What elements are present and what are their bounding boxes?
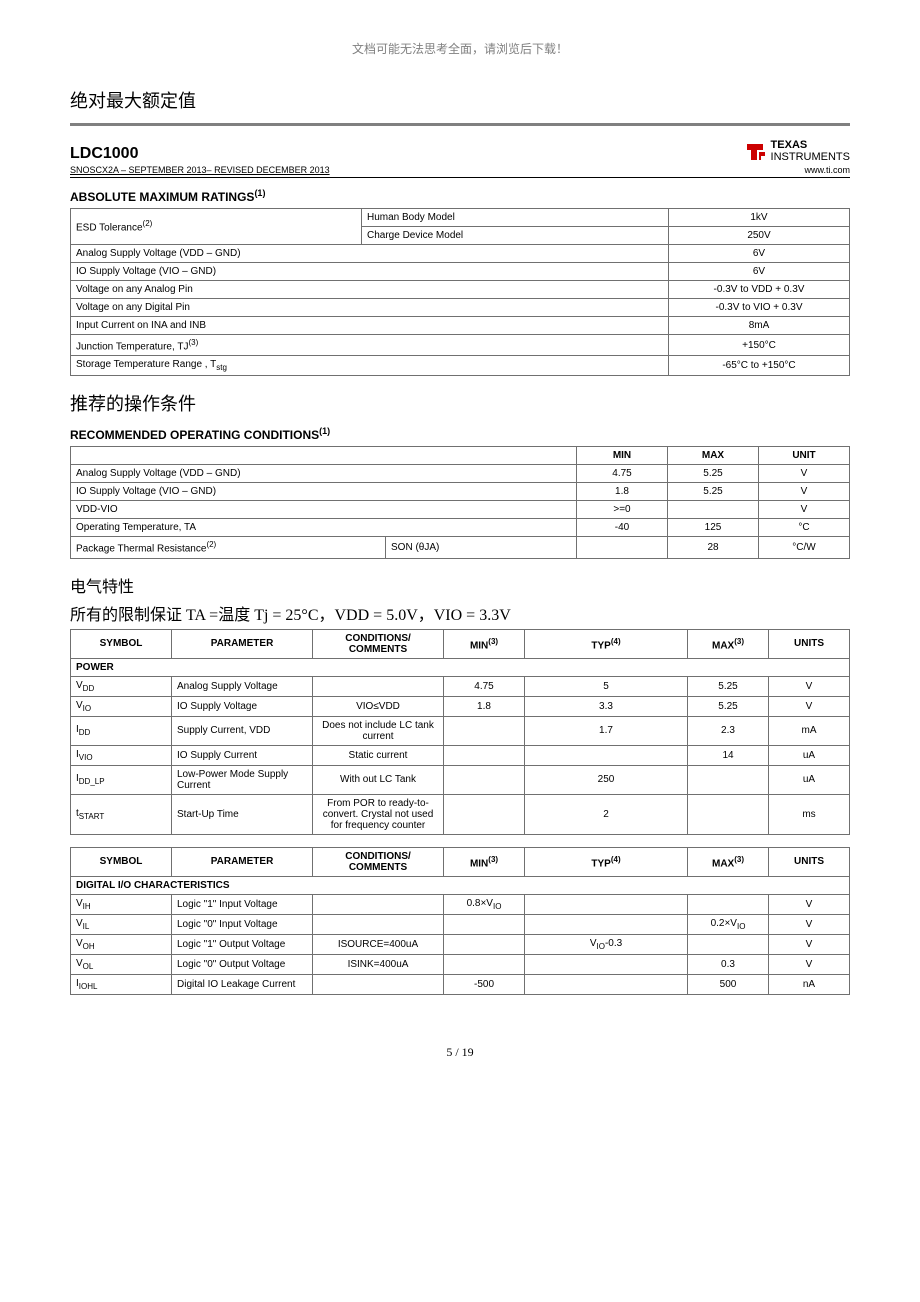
col-min: MIN(3) bbox=[444, 629, 525, 658]
table-row: Operating Temperature, TA-40125°C bbox=[71, 519, 850, 537]
col-cond: CONDITIONS/COMMENTS bbox=[313, 629, 444, 658]
col-param: PARAMETER bbox=[172, 629, 313, 658]
table-row: Junction Temperature, TJ(3)+150°C bbox=[71, 335, 850, 356]
table-row: VIHLogic "1" Input Voltage0.8×VIOV bbox=[71, 894, 850, 914]
table-row: Input Current on INA and INB8mA bbox=[71, 317, 850, 335]
abs-max-sup: (1) bbox=[254, 188, 265, 198]
section-row: POWER bbox=[71, 658, 850, 676]
cell-param: Operating Temperature, TA bbox=[71, 519, 577, 537]
cell-param: Junction Temperature, TJ(3) bbox=[71, 335, 669, 356]
col-max: MAX bbox=[668, 447, 759, 465]
table-row: VIOIO Supply VoltageVIO≤VDD1.83.35.25V bbox=[71, 696, 850, 716]
col-typ: TYP(4) bbox=[525, 847, 688, 876]
cell-value: 6V bbox=[669, 263, 850, 281]
col-units: UNITS bbox=[769, 847, 850, 876]
abs-max-title-text: ABSOLUTE MAXIMUM RATINGS bbox=[70, 190, 254, 204]
cell-param: IO Supply Voltage (VIO – GND) bbox=[71, 483, 577, 501]
roc-sup: (1) bbox=[319, 426, 330, 436]
table-header-row: SYMBOL PARAMETER CONDITIONS/COMMENTS MIN… bbox=[71, 847, 850, 876]
section3-title: 电气特性 bbox=[70, 573, 850, 597]
table-header-row: MIN MAX UNIT bbox=[71, 447, 850, 465]
cell-param: ESD Tolerance(2) bbox=[71, 209, 362, 245]
section1-title: 绝对最大额定值 bbox=[70, 87, 850, 113]
cell-param: Voltage on any Analog Pin bbox=[71, 281, 669, 299]
col-cond: CONDITIONS/COMMENTS bbox=[313, 847, 444, 876]
table-row: IDD_LPLow-Power Mode Supply CurrentWith … bbox=[71, 765, 850, 794]
col-typ: TYP(4) bbox=[525, 629, 688, 658]
section3-sub: 所有的限制保证 TA =温度 Tj = 25°C，VDD = 5.0V，VIO … bbox=[70, 601, 850, 625]
subheader-right: www.ti.com bbox=[804, 165, 850, 175]
cell-param: Package Thermal Resistance(2) bbox=[71, 537, 386, 558]
cell-param: Storage Temperature Range , Tstg bbox=[71, 356, 669, 376]
device-name: LDC1000 bbox=[70, 145, 138, 163]
table-row: Analog Supply Voltage (VDD – GND)4.755.2… bbox=[71, 465, 850, 483]
col-symbol: SYMBOL bbox=[71, 629, 172, 658]
cell-value: -65°C to +150°C bbox=[669, 356, 850, 376]
cell-value: 6V bbox=[669, 245, 850, 263]
cell-value: 250V bbox=[669, 227, 850, 245]
cell-value: -0.3V to VIO + 0.3V bbox=[669, 299, 850, 317]
cell-param: Voltage on any Digital Pin bbox=[71, 299, 669, 317]
table-row: VILLogic "0" Input Voltage0.2×VIOV bbox=[71, 914, 850, 934]
page-footer: 5 / 19 bbox=[70, 1045, 850, 1060]
roc-title-text: RECOMMENDED OPERATING CONDITIONS bbox=[70, 428, 319, 442]
ti-logo-icon bbox=[745, 142, 767, 162]
cell-param: Analog Supply Voltage (VDD – GND) bbox=[71, 245, 669, 263]
roc-table: MIN MAX UNIT Analog Supply Voltage (VDD … bbox=[70, 446, 850, 558]
cell-value: 1kV bbox=[669, 209, 850, 227]
table-row: IO Supply Voltage (VIO – GND)1.85.25V bbox=[71, 483, 850, 501]
table-row: Analog Supply Voltage (VDD – GND)6V bbox=[71, 245, 850, 263]
subheader-left: SNOSCX2A – SEPTEMBER 2013– REVISED DECEM… bbox=[70, 165, 330, 175]
cell-cond: Charge Device Model bbox=[362, 227, 669, 245]
ec-table-2: SYMBOL PARAMETER CONDITIONS/COMMENTS MIN… bbox=[70, 847, 850, 995]
cell-param: IO Supply Voltage (VIO – GND) bbox=[71, 263, 669, 281]
section2-title: 推荐的操作条件 bbox=[70, 390, 850, 416]
col-min: MIN bbox=[577, 447, 668, 465]
cell-value: -0.3V to VDD + 0.3V bbox=[669, 281, 850, 299]
table-row: Voltage on any Analog Pin-0.3V to VDD + … bbox=[71, 281, 850, 299]
table-row: VOLLogic "0" Output VoltageISINK=400uA0.… bbox=[71, 954, 850, 974]
col-max: MAX(3) bbox=[688, 629, 769, 658]
table-row: IVIOIO Supply CurrentStatic current14uA bbox=[71, 745, 850, 765]
cell-param2: SON (θJA) bbox=[386, 537, 577, 558]
cell-value: 8mA bbox=[669, 317, 850, 335]
brand-logo-block: TEXAS INSTRUMENTS bbox=[745, 140, 850, 163]
table-header-row: SYMBOL PARAMETER CONDITIONS/COMMENTS MIN… bbox=[71, 629, 850, 658]
table-row: IIOHLDigital IO Leakage Current-500500nA bbox=[71, 974, 850, 994]
col-unit: UNIT bbox=[759, 447, 850, 465]
col-min: MIN(3) bbox=[444, 847, 525, 876]
brand-line2: INSTRUMENTS bbox=[771, 152, 850, 164]
table-row: VOHLogic "1" Output VoltageISOURCE=400uA… bbox=[71, 934, 850, 954]
cell-param: VDD-VIO bbox=[71, 501, 577, 519]
dio-label: DIGITAL I/O CHARACTERISTICS bbox=[71, 876, 850, 894]
cell-cond: Human Body Model bbox=[362, 209, 669, 227]
cell-value: +150°C bbox=[669, 335, 850, 356]
cell-param: Analog Supply Voltage (VDD – GND) bbox=[71, 465, 577, 483]
abs-max-table: ESD Tolerance(2) Human Body Model 1kV Ch… bbox=[70, 208, 850, 376]
table-row: VDD-VIO>=0V bbox=[71, 501, 850, 519]
col-max: MAX(3) bbox=[688, 847, 769, 876]
abs-max-title: ABSOLUTE MAXIMUM RATINGS(1) bbox=[70, 188, 850, 204]
col-symbol: SYMBOL bbox=[71, 847, 172, 876]
section-row: DIGITAL I/O CHARACTERISTICS bbox=[71, 876, 850, 894]
col-units: UNITS bbox=[769, 629, 850, 658]
table-row: VDDAnalog Supply Voltage4.7555.25V bbox=[71, 676, 850, 696]
table-row: IDDSupply Current, VDDDoes not include L… bbox=[71, 716, 850, 745]
table-row: tSTARTStart-Up TimeFrom POR to ready-to-… bbox=[71, 794, 850, 834]
power-label: POWER bbox=[71, 658, 850, 676]
top-note: 文档可能无法思考全面，请浏览后下载！ bbox=[70, 40, 850, 57]
table-row: ESD Tolerance(2) Human Body Model 1kV bbox=[71, 209, 850, 227]
roc-title: RECOMMENDED OPERATING CONDITIONS(1) bbox=[70, 426, 850, 442]
table-row: Storage Temperature Range , Tstg-65°C to… bbox=[71, 356, 850, 376]
divider-1 bbox=[70, 123, 850, 126]
col-param: PARAMETER bbox=[172, 847, 313, 876]
table-row: Package Thermal Resistance(2) SON (θJA) … bbox=[71, 537, 850, 558]
cell-param: Input Current on INA and INB bbox=[71, 317, 669, 335]
brand-line1: TEXAS bbox=[771, 140, 850, 152]
table-row: IO Supply Voltage (VIO – GND)6V bbox=[71, 263, 850, 281]
ec-table-1: SYMBOL PARAMETER CONDITIONS/COMMENTS MIN… bbox=[70, 629, 850, 835]
table-row: Voltage on any Digital Pin-0.3V to VIO +… bbox=[71, 299, 850, 317]
